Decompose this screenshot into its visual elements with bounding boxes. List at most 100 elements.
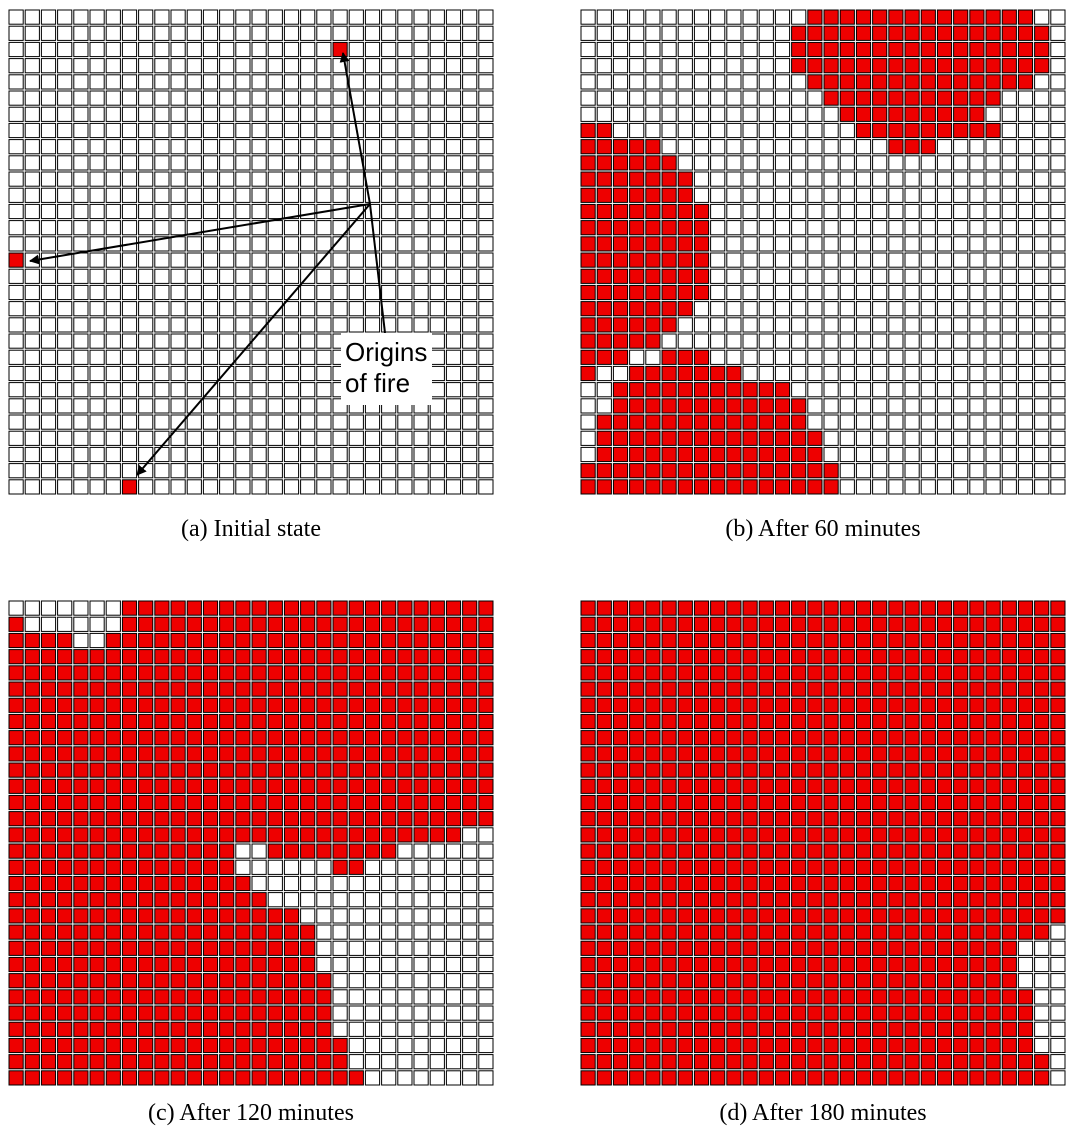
burning-cell [742, 730, 758, 746]
burning-cell [364, 778, 381, 794]
unburnt-cell [235, 106, 251, 122]
unburnt-cell [105, 220, 121, 236]
burning-cell [645, 463, 661, 479]
unburnt-cell [742, 301, 758, 317]
burning-cell [774, 940, 791, 956]
fire-grid-b [580, 9, 1066, 495]
unburnt-cell [462, 268, 478, 284]
unburnt-cell [397, 236, 413, 252]
unburnt-cell [710, 90, 726, 106]
unburnt-cell [397, 446, 413, 463]
burning-cell [8, 713, 24, 730]
burning-cell [596, 616, 612, 632]
burning-cell [969, 811, 985, 827]
unburnt-cell [348, 1021, 364, 1037]
burning-cell [904, 892, 920, 908]
unburnt-cell [57, 301, 73, 317]
burning-cell [629, 479, 645, 495]
unburnt-cell [267, 382, 283, 398]
burning-cell [742, 430, 758, 446]
unburnt-cell [855, 284, 872, 301]
burning-cell [645, 171, 661, 187]
burning-cell [202, 875, 219, 892]
burning-cell [904, 697, 920, 713]
burning-cell [580, 171, 596, 187]
unburnt-cell [40, 479, 57, 495]
unburnt-cell [40, 414, 57, 430]
unburnt-cell [73, 632, 89, 649]
burning-cell [251, 973, 267, 989]
unburnt-cell [839, 301, 855, 317]
unburnt-cell [332, 106, 348, 122]
unburnt-cell [219, 25, 235, 41]
unburnt-cell [267, 58, 283, 74]
unburnt-cell [40, 446, 57, 463]
unburnt-cell [283, 463, 300, 479]
burning-cell [710, 665, 726, 681]
unburnt-cell [429, 301, 445, 317]
burning-cell [872, 41, 888, 58]
unburnt-cell [332, 446, 348, 463]
unburnt-cell [251, 139, 267, 155]
unburnt-cell [219, 414, 235, 430]
unburnt-cell [73, 284, 89, 301]
unburnt-cell [57, 220, 73, 236]
unburnt-cell [478, 171, 494, 187]
unburnt-cell [283, 122, 300, 139]
burning-cell [726, 875, 742, 892]
unburnt-cell [413, 924, 429, 940]
burning-cell [364, 713, 381, 730]
burning-cell [89, 973, 105, 989]
burning-cell [985, 58, 1001, 74]
burning-cell [316, 827, 332, 843]
unburnt-cell [1017, 284, 1034, 301]
unburnt-cell [381, 1070, 397, 1086]
burning-cell [920, 940, 936, 956]
burning-cell [429, 616, 445, 632]
burning-cell [89, 827, 105, 843]
burning-cell [936, 892, 953, 908]
unburnt-cell [8, 90, 24, 106]
unburnt-cell [462, 398, 478, 414]
unburnt-cell [186, 317, 202, 333]
burning-cell [8, 875, 24, 892]
unburnt-cell [462, 1037, 478, 1054]
burning-cell [138, 616, 154, 632]
unburnt-cell [726, 268, 742, 284]
burning-cell [807, 794, 823, 811]
burning-cell [936, 794, 953, 811]
unburnt-cell [219, 349, 235, 365]
unburnt-cell [1050, 90, 1066, 106]
unburnt-cell [429, 859, 445, 875]
unburnt-cell [154, 41, 170, 58]
unburnt-cell [24, 479, 40, 495]
burning-cell [186, 956, 202, 973]
burning-cell [791, 843, 807, 859]
burning-cell [612, 301, 629, 317]
burning-cell [121, 973, 138, 989]
unburnt-cell [985, 430, 1001, 446]
unburnt-cell [478, 317, 494, 333]
burning-cell [693, 284, 710, 301]
burning-cell [612, 398, 629, 414]
burning-cell [758, 1021, 774, 1037]
unburnt-cell [839, 479, 855, 495]
unburnt-cell [57, 479, 73, 495]
unburnt-cell [219, 317, 235, 333]
unburnt-cell [710, 41, 726, 58]
unburnt-cell [332, 908, 348, 924]
burning-cell [397, 713, 413, 730]
unburnt-cell [429, 171, 445, 187]
unburnt-cell [661, 41, 677, 58]
burning-cell [445, 827, 462, 843]
burning-cell [791, 1021, 807, 1037]
unburnt-cell [332, 252, 348, 268]
unburnt-cell [888, 382, 904, 398]
burning-cell [138, 843, 154, 859]
callout-leader [369, 203, 386, 334]
unburnt-cell [839, 382, 855, 398]
unburnt-cell [904, 349, 920, 365]
unburnt-cell [936, 463, 953, 479]
unburnt-cell [73, 106, 89, 122]
unburnt-cell [397, 58, 413, 74]
